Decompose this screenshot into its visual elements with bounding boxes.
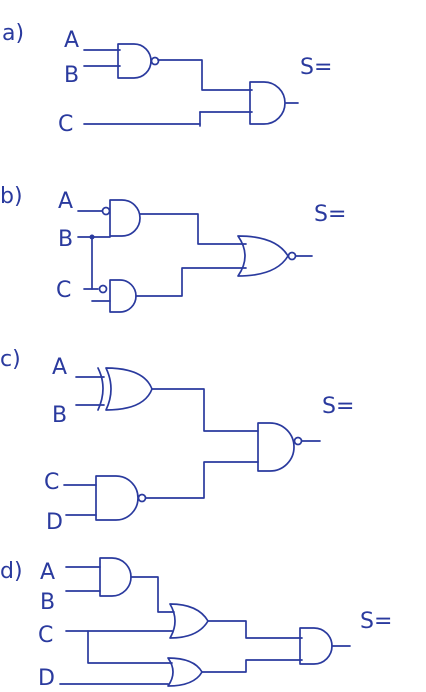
input-wires-a	[83, 49, 201, 125]
intermediate-wires-a	[157, 59, 253, 127]
input-c-label: C	[58, 112, 73, 137]
input-a-label: A	[58, 189, 73, 214]
input-a-label: A	[40, 560, 55, 585]
input-c-label: C	[56, 278, 71, 303]
xor-gate-c1	[97, 367, 153, 411]
nand-gate-c2	[95, 475, 147, 521]
input-a-label: A	[64, 28, 79, 53]
exercise-a-label: a)	[2, 21, 24, 46]
and-gate-d1	[99, 557, 132, 597]
nand-gate-a1	[117, 43, 160, 79]
input-d-label: D	[46, 510, 63, 535]
input-b-label: B	[64, 63, 79, 88]
intermediate-wires-c	[145, 388, 259, 499]
input-d-label: D	[38, 666, 55, 691]
exercise-d-label: d)	[0, 559, 23, 584]
input-c-label: C	[38, 623, 53, 648]
nor-gate-b3	[237, 235, 297, 277]
intermediate-wires-b	[135, 213, 247, 297]
intermediate-wires-d	[130, 576, 303, 673]
input-b-label: B	[52, 403, 67, 428]
input-wires-d	[59, 566, 173, 685]
junction-dot	[89, 234, 95, 240]
input-a-label: A	[52, 355, 67, 380]
output-s-label-a: S=	[300, 55, 332, 80]
or-gate-d2	[169, 603, 209, 639]
and-gate-a2	[249, 81, 286, 125]
output-s-label-b: S=	[314, 202, 346, 227]
input-b-label: B	[40, 590, 55, 615]
output-s-label-c: S=	[322, 394, 354, 419]
exercise-b-label: b)	[0, 184, 23, 209]
input-c-label: C	[44, 470, 59, 495]
exercise-d: d) A B C D S=	[0, 557, 392, 691]
exercise-c: c) A B C D S=	[0, 347, 354, 535]
and-gate-b1	[101, 199, 141, 237]
exercise-a: a) A B C S=	[2, 21, 332, 137]
and-gate-d4	[299, 627, 333, 665]
exercise-b: b) A B C S=	[0, 184, 346, 313]
output-s-label-d: S=	[360, 609, 392, 634]
and-gate-b2	[98, 279, 137, 313]
exercise-c-label: c)	[0, 347, 21, 372]
input-wires-c	[63, 376, 105, 516]
nand-gate-c3	[257, 422, 303, 472]
input-b-label: B	[58, 227, 73, 252]
or-gate-d3	[167, 657, 203, 687]
